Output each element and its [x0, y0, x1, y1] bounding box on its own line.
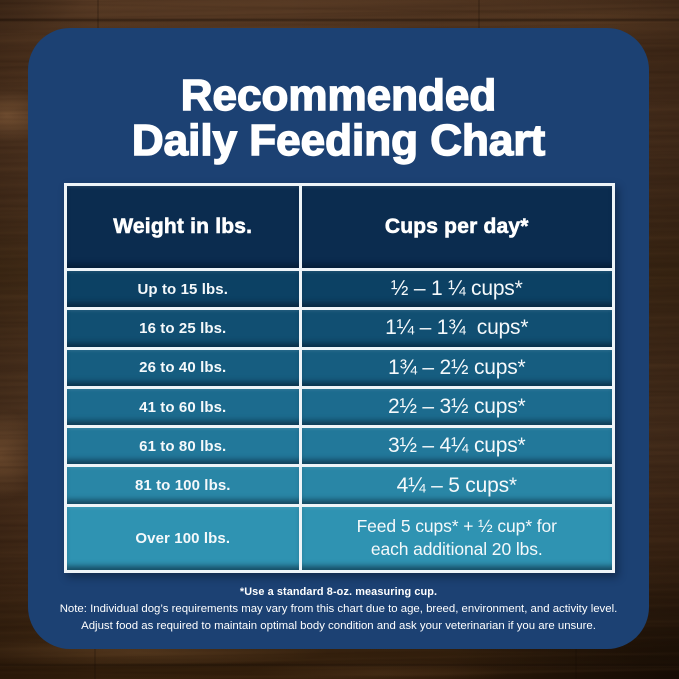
column-header-weight-label: Weight in lbs.	[113, 215, 253, 239]
cups-value: ½ – 1 ¼ cups*	[390, 277, 523, 301]
wood-plank-seam-bottom	[0, 663, 679, 667]
wood-plank-seam-top	[0, 18, 679, 22]
feeding-table: Weight in lbs. Cups per day* Up to 15 lb…	[64, 183, 615, 573]
table-row-1-cups: ½ – 1 ¼ cups*	[301, 271, 612, 308]
cups-value-line1: Feed 5 cups* + ½ cup* for	[356, 516, 557, 537]
weight-value: 61 to 80 lbs.	[139, 437, 227, 455]
weight-value: Up to 15 lbs.	[137, 280, 228, 298]
column-header-cups: Cups per day*	[301, 186, 612, 268]
weight-value: 26 to 40 lbs.	[139, 359, 227, 377]
cups-value: 2½ – 3½ cups*	[388, 395, 526, 419]
table-row-2-weight: 16 to 25 lbs.	[67, 310, 299, 347]
wood-plank-joint-bottom-right	[575, 649, 577, 679]
column-header-cups-label: Cups per day*	[384, 215, 529, 239]
table-row-7-cups: Feed 5 cups* + ½ cup* for each additiona…	[301, 506, 612, 571]
chart-title-line2: Daily Feeding Chart	[131, 116, 546, 165]
wood-plank-joint-top-right	[478, 0, 480, 30]
cups-value: 3½ – 4¼ cups*	[388, 434, 526, 458]
weight-value: 81 to 100 lbs.	[134, 477, 231, 495]
column-header-weight: Weight in lbs.	[67, 186, 299, 268]
weight-value: 41 to 60 lbs.	[139, 398, 227, 416]
table-row-4-weight: 41 to 60 lbs.	[67, 388, 299, 426]
table-row-3-cups: 1¾ – 2½ cups*	[301, 349, 612, 386]
table-row-2-cups: 1¼ – 1¾ cups*	[301, 310, 612, 347]
feeding-chart-card: Recommended Daily Feeding Chart Weight i…	[28, 28, 649, 649]
table-row-5-cups: 3½ – 4¼ cups*	[301, 428, 612, 465]
table-row-6-cups: 4¼ – 5 cups*	[301, 467, 612, 504]
table-row-6-weight: 81 to 100 lbs.	[67, 467, 299, 504]
cups-value-line2: each additional 20 lbs.	[370, 539, 543, 560]
disclaimer-note: Note: Individual dog’s requirements may …	[28, 601, 649, 635]
table-row-3-weight: 26 to 40 lbs.	[67, 349, 299, 386]
table-row-4-cups: 2½ – 3½ cups*	[301, 388, 612, 426]
wood-plank-joint-top-left	[97, 0, 99, 30]
chart-title: Recommended Daily Feeding Chart	[28, 71, 649, 165]
disclaimer-line2: Adjust food as required to maintain opti…	[81, 620, 596, 632]
table-row-7-weight: Over 100 lbs.	[67, 506, 299, 571]
disclaimer-line1: Note: Individual dog’s requirements may …	[59, 603, 618, 615]
cups-value: 4¼ – 5 cups*	[396, 473, 517, 497]
measuring-cup-note: *Use a standard 8-oz. measuring cup.	[239, 586, 438, 598]
wood-plank-joint-bottom-left	[94, 649, 96, 679]
weight-value: 16 to 25 lbs.	[139, 319, 227, 337]
weight-value: Over 100 lbs.	[135, 529, 231, 547]
table-row-1-weight: Up to 15 lbs.	[67, 271, 299, 308]
table-row-5-weight: 61 to 80 lbs.	[67, 428, 299, 465]
cups-value: 1¾ – 2½ cups*	[388, 355, 526, 379]
cups-value: 1¼ – 1¾ cups*	[385, 316, 529, 340]
chart-title-line1: Recommended	[180, 71, 497, 120]
